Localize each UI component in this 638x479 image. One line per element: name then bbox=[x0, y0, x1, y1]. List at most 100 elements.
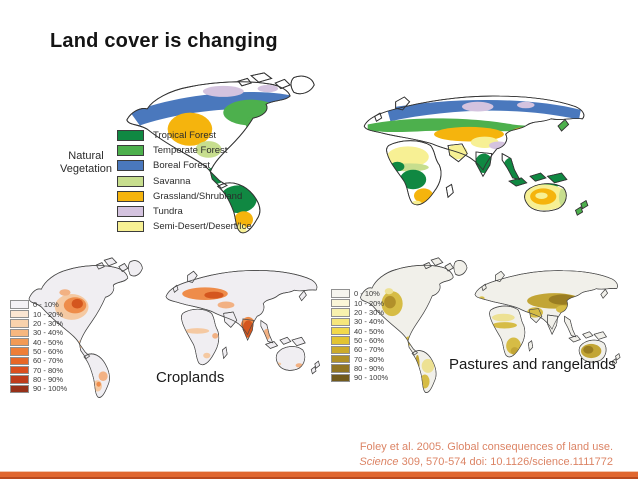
legend-color-swatch bbox=[117, 160, 144, 172]
legend-item: Temperate Forest bbox=[117, 143, 252, 158]
legend-label: 30 - 40% bbox=[33, 328, 64, 338]
legend-item: 60 - 70% bbox=[10, 356, 67, 365]
legend-color-swatch bbox=[331, 354, 350, 364]
legend-label: Tropical Forest bbox=[153, 130, 216, 142]
legend-item: 70 - 80% bbox=[331, 354, 388, 364]
pastures-legend: 0 - 10% 10 - 20% 20 - 30% 30 - 40% 40 - … bbox=[331, 289, 388, 382]
legend-item: 30 - 40% bbox=[10, 328, 67, 337]
legend-label: 20 - 30% bbox=[33, 318, 64, 328]
legend-item: 60 - 70% bbox=[331, 345, 388, 354]
legend-color-swatch bbox=[10, 319, 29, 328]
legend-color-swatch bbox=[331, 298, 350, 308]
natural-vegetation-map-americas bbox=[112, 72, 330, 238]
croplands-legend: 0 - 10% 10 - 20% 20 - 30% 30 - 40% 40 - … bbox=[10, 300, 67, 393]
legend-color-swatch bbox=[10, 365, 29, 375]
citation-journal: Science bbox=[359, 455, 399, 468]
legend-color-swatch bbox=[10, 384, 29, 393]
legend-item: 70 - 80% bbox=[10, 365, 67, 375]
natural-vegetation-map-oldworld bbox=[338, 84, 600, 220]
legend-label: Semi-Desert/Desert/Ice bbox=[153, 221, 252, 233]
legend-color-swatch bbox=[117, 130, 144, 142]
legend-label: 80 - 90% bbox=[33, 374, 64, 384]
legend-item: Semi-Desert/Desert/Ice bbox=[117, 219, 252, 234]
legend-color-swatch bbox=[10, 347, 29, 356]
legend-color-swatch bbox=[331, 345, 350, 354]
legend-color-swatch bbox=[331, 289, 350, 298]
legend-color-swatch bbox=[10, 375, 29, 384]
legend-label: 10 - 20% bbox=[354, 298, 385, 308]
legend-label: Grassland/Shrubland bbox=[153, 190, 243, 202]
legend-label: 40 - 50% bbox=[354, 326, 385, 336]
croplands-caption: Croplands bbox=[156, 369, 225, 386]
legend-label: 80 - 90% bbox=[354, 363, 385, 373]
slide-title: Land cover is changing bbox=[50, 30, 278, 52]
legend-color-swatch bbox=[117, 206, 144, 218]
legend-item: 20 - 30% bbox=[331, 308, 388, 317]
legend-item: 40 - 50% bbox=[10, 337, 67, 347]
legend-label: 60 - 70% bbox=[33, 356, 64, 366]
legend-item: 80 - 90% bbox=[10, 375, 67, 384]
legend-item: 50 - 60% bbox=[331, 336, 388, 345]
pastures-caption: Pastures and rangelands bbox=[449, 356, 616, 373]
legend-color-swatch bbox=[10, 300, 29, 309]
legend-label: 70 - 80% bbox=[33, 365, 64, 375]
footer-accent-bar bbox=[0, 472, 638, 477]
legend-item: Boreal Forest bbox=[117, 158, 252, 173]
legend-item: 40 - 50% bbox=[331, 326, 388, 336]
legend-label: 50 - 60% bbox=[354, 335, 385, 345]
croplands-map-oldworld bbox=[148, 260, 328, 378]
natural-label-line2: Vegetation bbox=[60, 163, 112, 175]
legend-color-swatch bbox=[10, 337, 29, 347]
legend-item: 50 - 60% bbox=[10, 347, 67, 356]
pastures-map-americas bbox=[352, 257, 476, 397]
legend-label: 0 - 10% bbox=[354, 289, 380, 299]
legend-label: 40 - 50% bbox=[33, 337, 64, 347]
legend-item: Tropical Forest bbox=[117, 128, 252, 143]
citation-line2: Science 309, 570-574 doi: 10.1126/scienc… bbox=[359, 455, 613, 470]
legend-color-swatch bbox=[10, 309, 29, 319]
citation-ref: 309, 570-574 doi: 10.1126/science.111177… bbox=[398, 455, 613, 468]
legend-item: 20 - 30% bbox=[10, 319, 67, 328]
citation-line1: Foley et al. 2005. Global consequences o… bbox=[359, 441, 613, 453]
pastures-map-oldworld bbox=[458, 261, 628, 369]
legend-label: 10 - 20% bbox=[33, 309, 64, 319]
legend-item: 90 - 100% bbox=[331, 373, 388, 382]
legend-color-swatch bbox=[117, 145, 144, 157]
legend-label: 50 - 60% bbox=[33, 346, 64, 356]
legend-label: 20 - 30% bbox=[354, 307, 385, 317]
legend-color-swatch bbox=[331, 364, 350, 373]
legend-label: Savanna bbox=[153, 175, 191, 187]
legend-label: 90 - 100% bbox=[354, 373, 389, 383]
legend-label: Boreal Forest bbox=[153, 160, 211, 172]
legend-item: 90 - 100% bbox=[10, 384, 67, 393]
citation: Foley et al. 2005. Global consequences o… bbox=[359, 440, 613, 469]
legend-color-swatch bbox=[331, 336, 350, 345]
legend-item: 10 - 20% bbox=[10, 309, 67, 319]
natural-vegetation-legend: Tropical Forest Temperate Forest Boreal … bbox=[117, 128, 252, 234]
legend-color-swatch bbox=[117, 221, 144, 233]
legend-label: 30 - 40% bbox=[354, 317, 385, 327]
legend-item: 10 - 20% bbox=[331, 298, 388, 308]
legend-color-swatch bbox=[331, 326, 350, 336]
legend-item: 0 - 10% bbox=[10, 300, 67, 309]
legend-color-swatch bbox=[331, 373, 350, 382]
legend-item: Grassland/Shrubland bbox=[117, 189, 252, 204]
legend-color-swatch bbox=[10, 356, 29, 365]
legend-label: 60 - 70% bbox=[354, 345, 385, 355]
legend-label: Temperate Forest bbox=[153, 145, 228, 157]
legend-color-swatch bbox=[331, 317, 350, 326]
footer-edge-bar bbox=[0, 477, 638, 479]
legend-item: 0 - 10% bbox=[331, 289, 388, 298]
natural-vegetation-axis-label: Natural Vegetation bbox=[52, 150, 120, 176]
legend-color-swatch bbox=[117, 190, 144, 202]
legend-item: 30 - 40% bbox=[331, 317, 388, 326]
legend-label: 90 - 100% bbox=[33, 384, 68, 394]
legend-color-swatch bbox=[117, 175, 144, 187]
natural-label-line1: Natural bbox=[68, 150, 104, 162]
legend-label: Tundra bbox=[153, 206, 183, 218]
legend-color-swatch bbox=[10, 328, 29, 337]
legend-item: Savanna bbox=[117, 174, 252, 189]
legend-item: 80 - 90% bbox=[331, 364, 388, 373]
legend-item: Tundra bbox=[117, 204, 252, 219]
